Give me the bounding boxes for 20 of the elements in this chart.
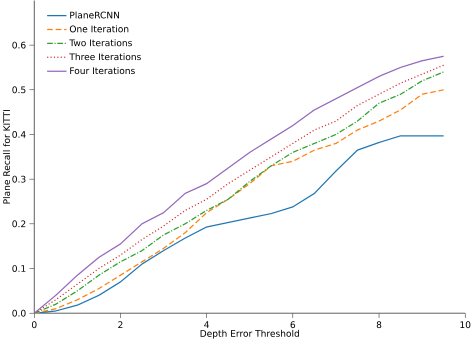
legend-label: One Iteration (70, 26, 128, 33)
x-tick-label: 0 (32, 321, 37, 328)
y-tick-label: 0.2 (12, 220, 26, 228)
y-tick-label: 0.1 (12, 265, 26, 272)
x-tick-label: 8 (376, 321, 382, 328)
x-tick-label: 4 (204, 321, 210, 328)
y-tick-label: 0.3 (12, 176, 26, 183)
y-tick-label: 0.4 (12, 131, 26, 138)
legend-label: PlaneRCNN (70, 12, 120, 19)
x-axis-title: Depth Error Threshold (200, 330, 299, 339)
y-tick-label: 0.5 (12, 86, 26, 94)
y-tick-label: 0.0 (12, 310, 26, 317)
legend-label: Two Iterations (69, 39, 132, 46)
y-tick-label: 0.6 (12, 42, 26, 49)
legend-label: Three Iterations (69, 53, 141, 60)
legend-label: Four Iterations (70, 67, 135, 74)
x-tick-label: 2 (118, 321, 122, 328)
y-axis-title: Plane Recall for KITTI (3, 110, 10, 204)
x-tick-label: 10 (460, 321, 470, 328)
x-tick-label: 6 (290, 321, 296, 328)
